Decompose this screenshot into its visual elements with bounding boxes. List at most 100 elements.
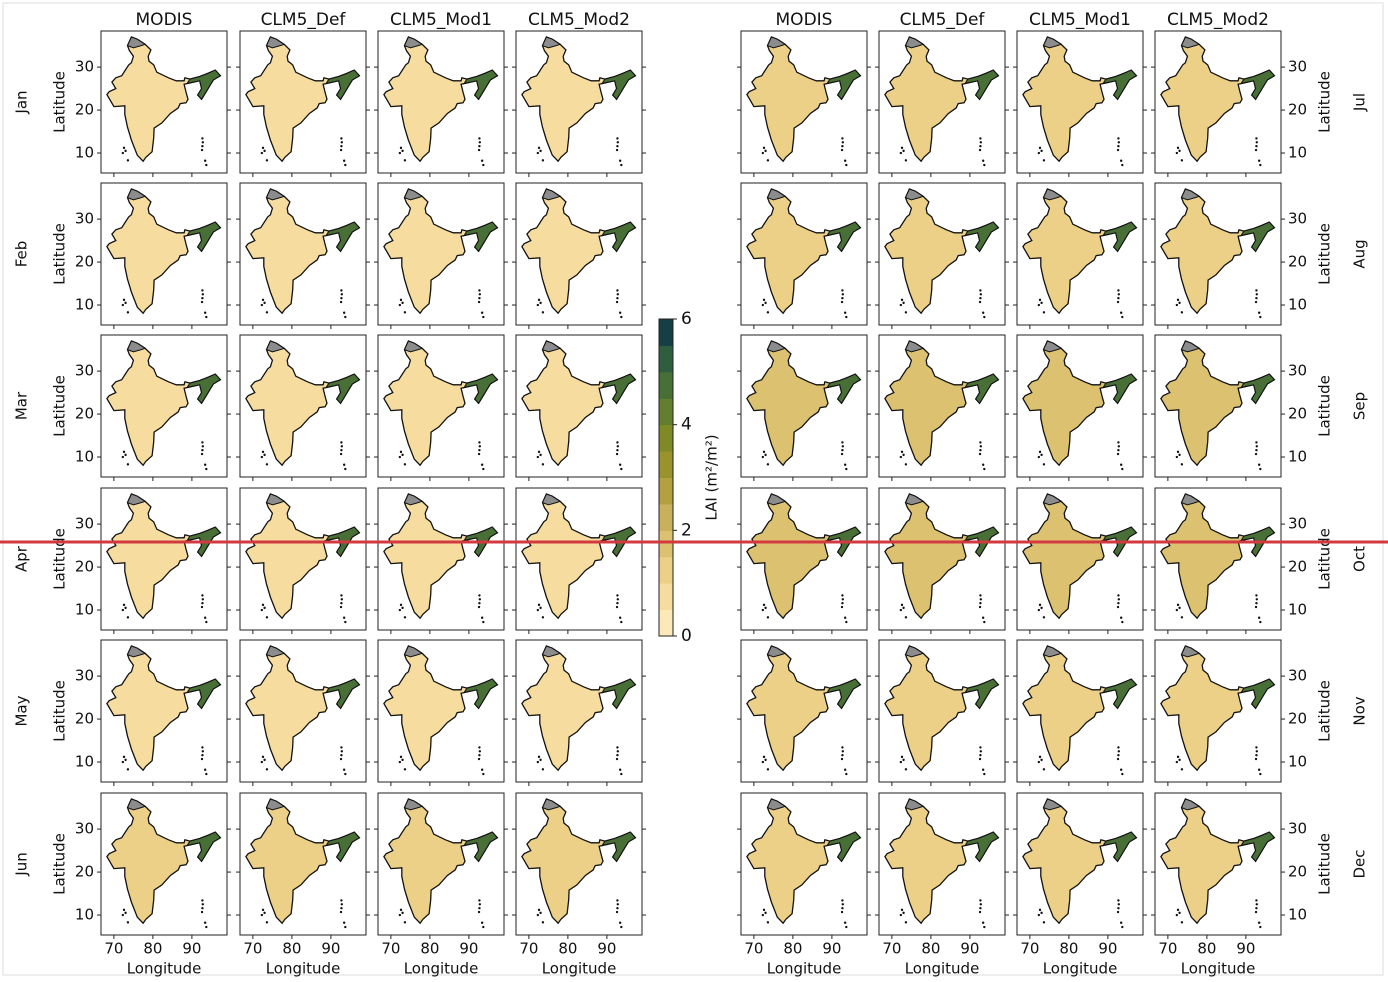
island (1117, 911, 1119, 913)
x-axis-label: Longitude (127, 960, 202, 978)
island (1043, 311, 1045, 313)
island (401, 454, 403, 456)
x-tick-label: 90 (1098, 940, 1117, 958)
island (1255, 606, 1257, 608)
month-label: Feb (13, 241, 31, 268)
island (841, 907, 843, 909)
island (841, 137, 843, 139)
island (341, 141, 343, 143)
island (539, 302, 541, 304)
island (481, 160, 483, 162)
island (482, 164, 484, 166)
island (763, 909, 765, 911)
island (340, 602, 342, 604)
island (979, 453, 981, 455)
island (616, 441, 618, 443)
island (201, 758, 203, 760)
island (481, 464, 483, 466)
island (263, 150, 265, 152)
island (341, 598, 343, 600)
island (478, 907, 480, 909)
island (1117, 606, 1119, 608)
island (1177, 604, 1179, 606)
island (617, 445, 619, 447)
island (1255, 441, 1257, 443)
island (1040, 454, 1042, 456)
island (344, 164, 346, 166)
colorbar-tick-label: 2 (681, 520, 692, 540)
island (262, 299, 264, 301)
island (124, 607, 126, 609)
x-tick-label: 70 (744, 940, 763, 958)
island (122, 609, 124, 611)
month-label: Jul (1351, 93, 1369, 112)
island (1117, 602, 1119, 604)
x-tick-label: 80 (558, 940, 577, 958)
island (202, 141, 204, 143)
island (980, 598, 982, 600)
island (266, 616, 268, 618)
y-axis-label: Latitude (1316, 833, 1334, 895)
island (263, 912, 265, 914)
island (401, 912, 403, 914)
island (1181, 311, 1183, 313)
island (479, 445, 481, 447)
island (478, 441, 480, 443)
island (1043, 463, 1045, 465)
island (983, 468, 985, 470)
island (404, 311, 406, 313)
x-tick-label: 90 (960, 940, 979, 958)
island (841, 746, 843, 748)
island (479, 903, 481, 905)
island (901, 147, 903, 149)
island (845, 621, 847, 623)
island (537, 304, 539, 306)
island (537, 152, 539, 154)
island (1178, 759, 1180, 761)
island (905, 768, 907, 770)
island (340, 145, 342, 147)
colorbar-segment (659, 610, 673, 637)
y-tick-label: 10 (75, 601, 94, 619)
month-label: Nov (1351, 696, 1369, 725)
y-tick-label: 20 (75, 863, 94, 881)
y-tick-label: 20 (75, 558, 94, 576)
colorbar-tick-label: 4 (681, 415, 692, 435)
island (482, 621, 484, 623)
x-tick-label: 70 (1158, 940, 1177, 958)
island (478, 301, 480, 303)
island (539, 759, 541, 761)
island (478, 606, 480, 608)
island (343, 464, 345, 466)
island (902, 302, 904, 304)
island (204, 160, 206, 162)
island (616, 289, 618, 291)
island (400, 604, 402, 606)
island (539, 607, 541, 609)
island (340, 441, 342, 443)
island (1258, 312, 1260, 314)
island (202, 598, 204, 600)
island (900, 152, 902, 154)
month-label: Jun (13, 852, 31, 876)
island (201, 453, 203, 455)
island (905, 921, 907, 923)
island (842, 141, 844, 143)
island (202, 903, 204, 905)
island (763, 147, 765, 149)
island (1256, 598, 1258, 600)
y-tick-label: 30 (1288, 58, 1307, 76)
island (204, 922, 206, 924)
island (478, 297, 480, 299)
island (616, 145, 618, 147)
island (1117, 899, 1119, 901)
island (842, 903, 844, 905)
island (201, 911, 203, 913)
island (266, 311, 268, 313)
x-tick-label: 80 (1059, 940, 1078, 958)
island (619, 160, 621, 162)
island (1176, 609, 1178, 611)
island (539, 454, 541, 456)
island (982, 464, 984, 466)
island (127, 311, 129, 313)
